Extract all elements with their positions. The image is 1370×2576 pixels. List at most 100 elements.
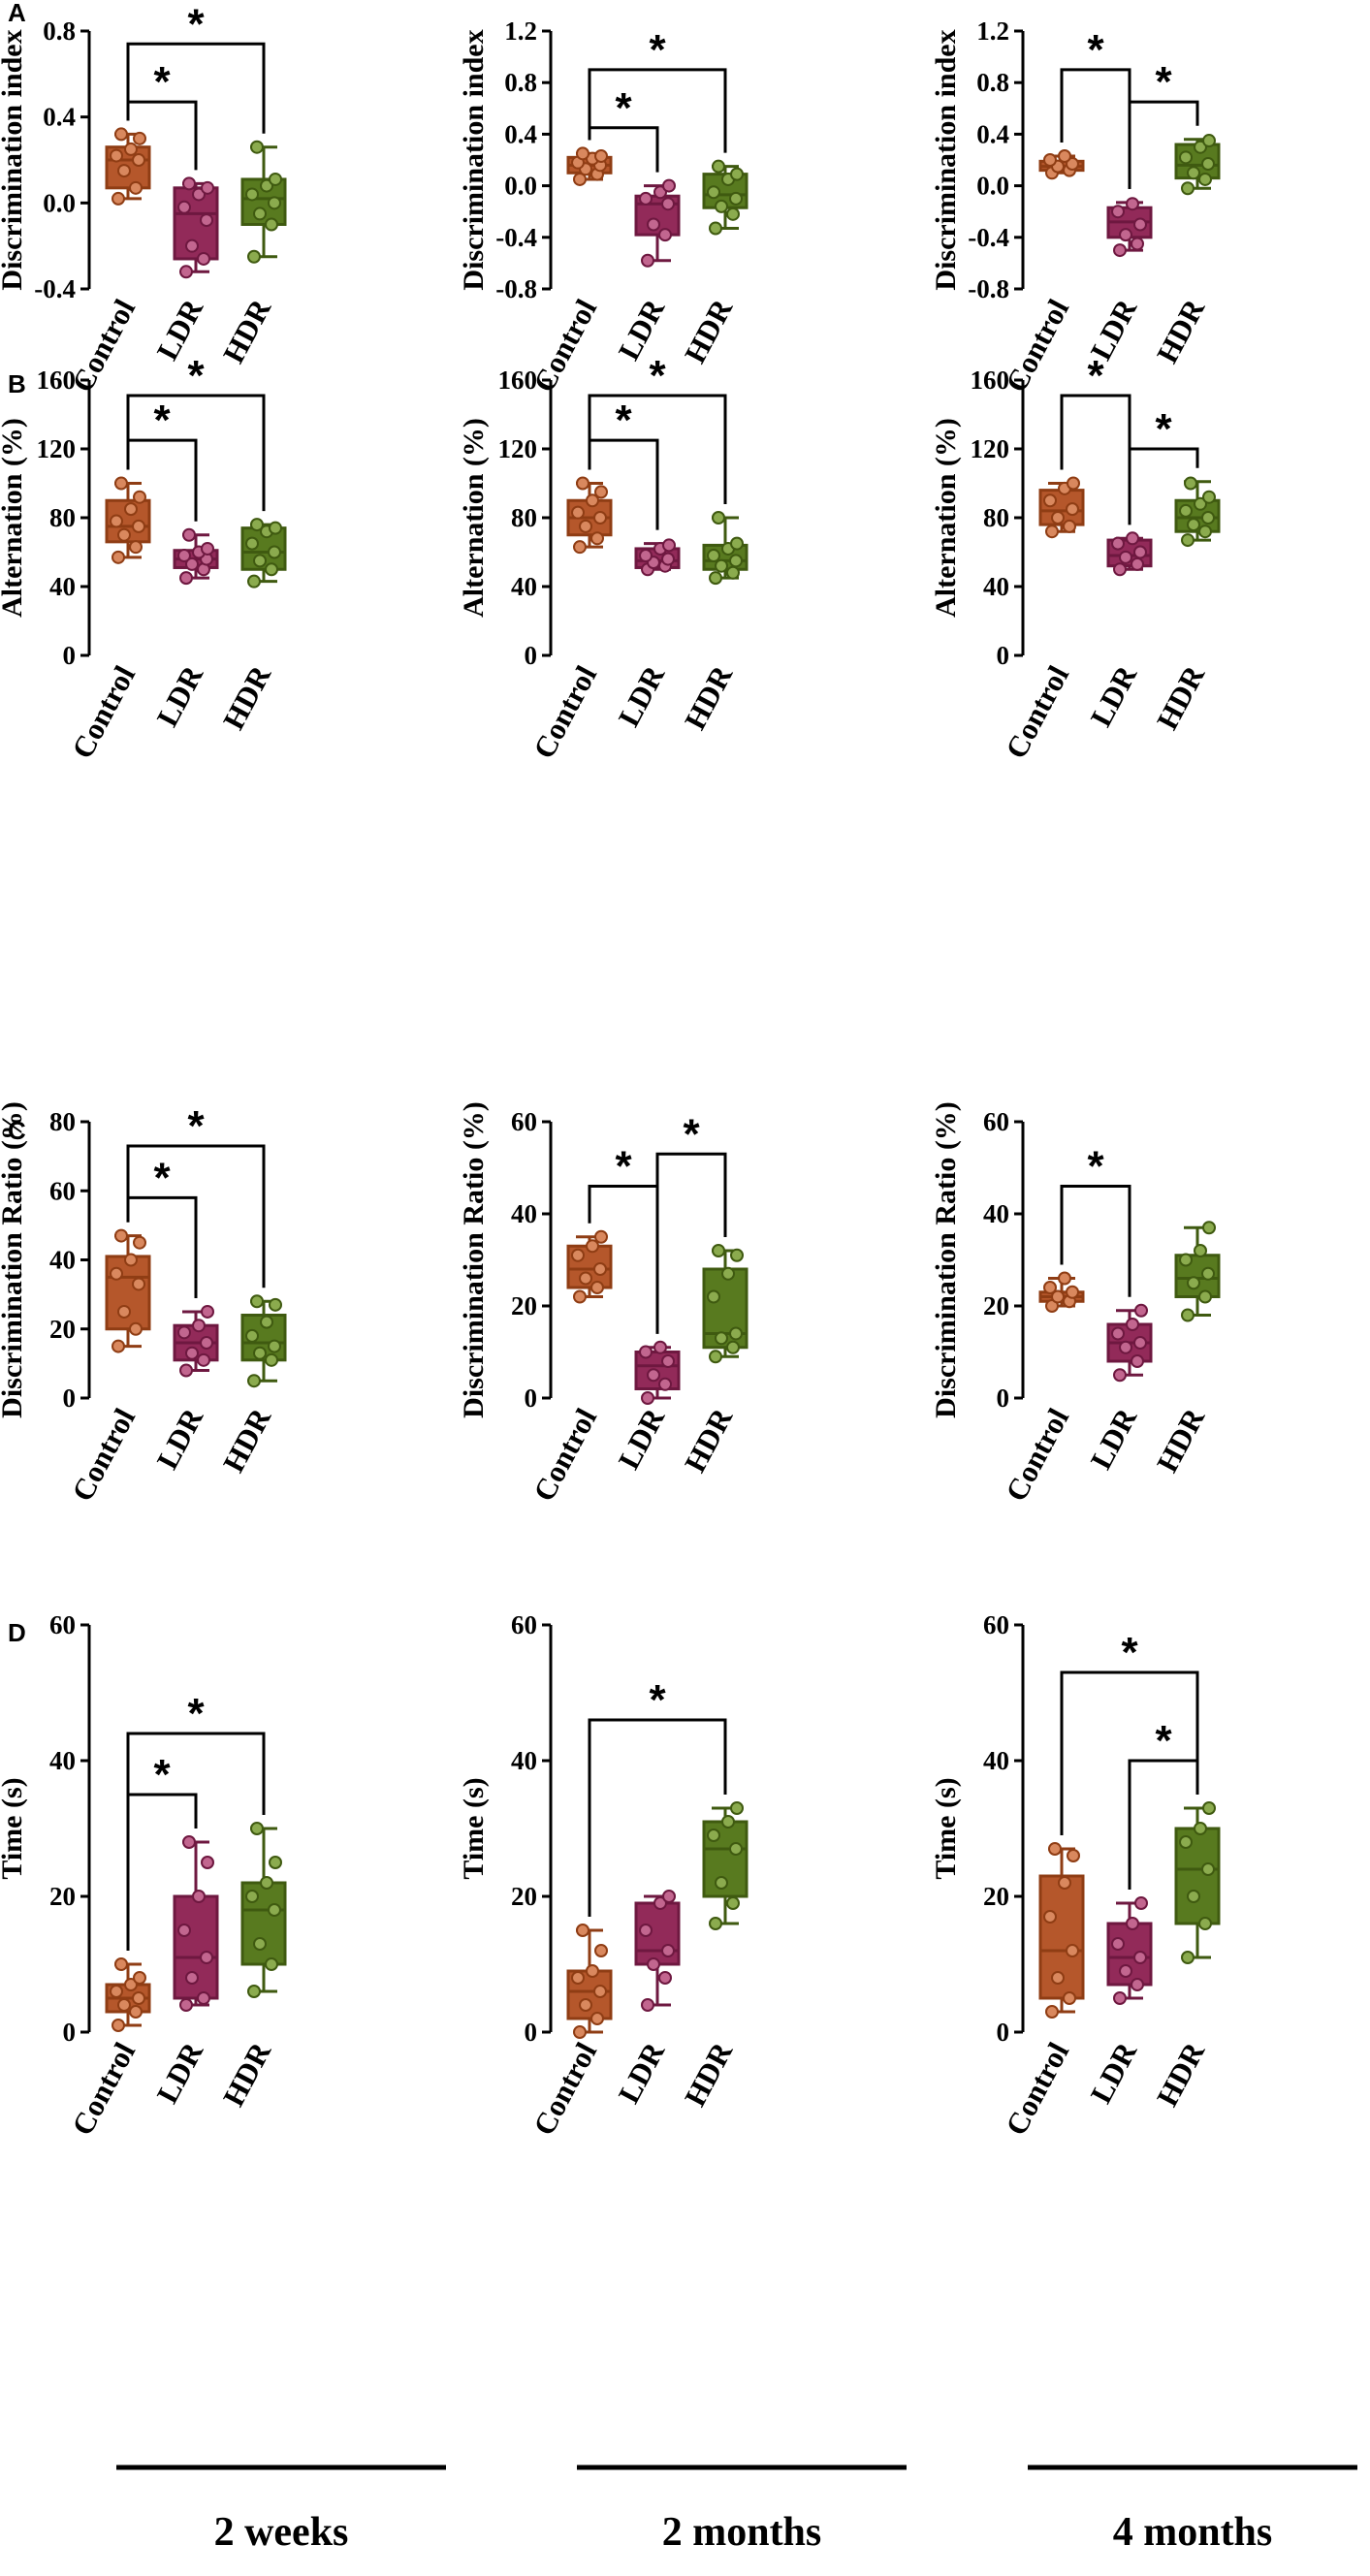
data-point (1198, 1917, 1212, 1930)
data-point (712, 511, 725, 525)
data-point (1111, 1326, 1125, 1341)
data-point (129, 180, 143, 195)
significance-bracket: * (1060, 1143, 1131, 1297)
data-point (1181, 533, 1195, 548)
data-point (1187, 1890, 1200, 1903)
data-point (250, 140, 264, 154)
y-tick-label: 0 (63, 641, 77, 670)
data-point (1066, 502, 1079, 517)
data-point (185, 239, 199, 253)
data-point (639, 549, 653, 563)
data-point (707, 549, 720, 563)
x-tick-label-control: Control (65, 294, 142, 398)
data-point (1133, 217, 1147, 232)
data-point (729, 191, 743, 206)
data-point (594, 1229, 608, 1244)
data-point (1179, 1253, 1193, 1267)
y-tick-label: 40 (983, 1199, 1009, 1228)
y-tick-label: 60 (49, 1610, 76, 1639)
data-point (197, 251, 210, 266)
box-ldr (173, 527, 219, 586)
data-point (124, 502, 138, 517)
data-point (730, 1801, 744, 1815)
data-point (726, 207, 740, 221)
data-point (639, 191, 653, 206)
period-label-2-weeks: 2 weeks (214, 2510, 349, 2555)
significance-star: * (187, 352, 205, 399)
box-hdr (240, 1294, 287, 1388)
y-tick-label: 80 (511, 503, 537, 532)
data-point (658, 1971, 672, 1985)
data-point (573, 540, 587, 555)
data-point (662, 538, 676, 553)
data-point (1179, 503, 1193, 518)
data-point (268, 1903, 281, 1917)
data-point (721, 1266, 735, 1281)
data-point (1066, 156, 1079, 171)
data-point (729, 1842, 743, 1856)
y-tick-label: 40 (511, 572, 537, 601)
data-point (201, 1856, 214, 1869)
y-tick-label: 1.2 (976, 16, 1009, 46)
data-point (715, 199, 728, 213)
data-point (1113, 1991, 1127, 2005)
data-point (707, 185, 720, 200)
y-tick-label: 0 (525, 641, 538, 670)
period-label-4-months: 4 months (1113, 2510, 1273, 2555)
data-point (114, 1957, 128, 1971)
y-tick-label: 80 (983, 503, 1009, 532)
x-tick-label-hdr: HDR (678, 2036, 740, 2112)
significance-star: * (153, 397, 171, 444)
y-tick-label: 0.0 (976, 172, 1009, 201)
box-hdr (702, 1801, 749, 1930)
chart-panel-4-2: 0 20 40 60 Time (s) Control LDR HDR * (458, 1610, 749, 2141)
x-tick-label-hdr: HDR (1150, 659, 1212, 735)
data-point (185, 1971, 199, 1985)
data-point (253, 207, 267, 221)
data-point (1045, 2005, 1059, 2019)
data-point (653, 1340, 667, 1354)
box-control (1038, 476, 1085, 539)
data-point (1058, 1876, 1071, 1890)
data-point (268, 196, 281, 210)
x-tick-label-control: Control (526, 1403, 603, 1508)
data-point (129, 2005, 143, 2019)
data-point (112, 2019, 125, 2032)
data-point (1133, 545, 1147, 559)
data-point (1187, 1276, 1200, 1290)
x-tick-label-hdr: HDR (1150, 1402, 1212, 1478)
data-point (662, 1890, 676, 1903)
data-point (576, 1924, 589, 1937)
x-tick-label-hdr: HDR (678, 293, 740, 368)
data-point (1119, 550, 1132, 564)
y-axis-title: Alternation (%) (458, 418, 490, 618)
box-hdr (1174, 476, 1221, 548)
x-tick-label-ldr: LDR (1084, 659, 1144, 732)
data-point (132, 1991, 145, 2005)
bracket-line (588, 394, 727, 504)
data-point (641, 253, 654, 268)
data-point (124, 142, 138, 156)
bracket-line (126, 42, 266, 134)
data-point (260, 1315, 273, 1329)
data-point (268, 1339, 281, 1353)
data-point (245, 1890, 259, 1903)
box-control (1038, 1842, 1085, 2019)
data-point (1181, 1951, 1195, 1964)
data-point (245, 187, 259, 202)
data-point (177, 1924, 191, 1937)
y-tick-label: 20 (49, 1882, 76, 1911)
data-point (1202, 134, 1216, 148)
data-point (712, 159, 725, 174)
y-tick-label: 0 (525, 2018, 538, 2047)
significance-star: * (1087, 1143, 1104, 1191)
data-point (579, 1998, 592, 2012)
data-point (586, 1239, 599, 1254)
chart-panel-1-2: -0.8 -0.4 0.0 0.4 0.8 1.2 Discrimination index… (458, 16, 749, 398)
chart-panel-2-2: 0 40 80 120 160 Alternation (%) Control LDR HDR *… (458, 352, 749, 764)
data-point (192, 187, 206, 202)
data-point (269, 1856, 282, 1869)
y-tick-label: 0 (997, 641, 1010, 670)
y-tick-label: 160 (37, 366, 77, 395)
data-point (1202, 1801, 1216, 1815)
